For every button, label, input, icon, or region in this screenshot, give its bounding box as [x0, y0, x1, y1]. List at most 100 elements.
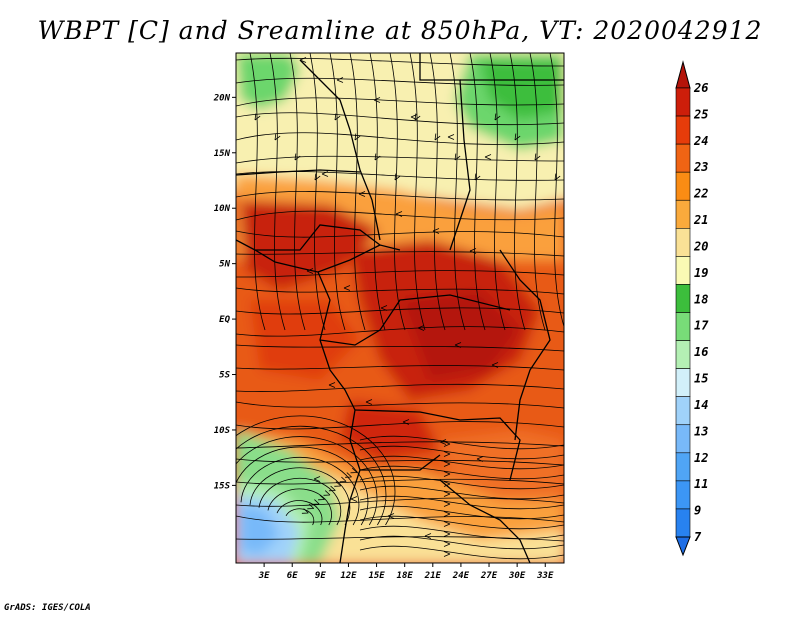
streamline-arrow	[313, 476, 321, 482]
streamline	[369, 53, 386, 331]
streamline-arrow	[474, 173, 481, 181]
streamline	[236, 365, 564, 371]
streamline-arrow	[454, 342, 462, 348]
lat-tick-label: 5N	[219, 260, 230, 270]
streamline	[359, 475, 564, 490]
streamline-arrow	[443, 501, 451, 507]
streamline	[359, 525, 564, 540]
streamline	[236, 441, 564, 449]
colorbar-segment	[675, 199, 691, 229]
streamline	[236, 57, 564, 67]
streamline-arrow	[443, 491, 451, 497]
streamline	[359, 515, 564, 530]
streamline	[359, 465, 564, 480]
colorbar-label: 11	[694, 477, 708, 491]
colorbar-segment	[675, 115, 691, 145]
streamline	[236, 171, 564, 181]
colorbar-label: 24	[693, 134, 708, 148]
colorbar-segment	[675, 171, 691, 201]
streamline-arrow	[350, 467, 358, 474]
lat-tick-label: 15N	[214, 149, 231, 159]
lat-tick-label: 15S	[214, 481, 231, 491]
colorbar-segment	[675, 284, 691, 313]
streamline	[236, 383, 564, 392]
colorbar-label: 19	[694, 266, 708, 280]
streamline	[469, 53, 486, 331]
streamline-arrow	[414, 113, 421, 121]
streamline	[359, 485, 564, 500]
map-plot-area[interactable]	[205, 40, 580, 580]
streamline-arrow	[314, 173, 321, 181]
streamline	[359, 545, 564, 560]
streamline-arrow	[476, 456, 484, 462]
streamline-arrow	[307, 503, 315, 510]
colorbar-label: 13	[694, 424, 708, 438]
lon-tick-label: 12E	[340, 571, 357, 581]
streamline	[267, 488, 332, 526]
lon-tick-label: 3E	[258, 571, 270, 581]
streamline	[236, 344, 564, 352]
streamline-arrow	[350, 496, 358, 502]
streamline	[258, 477, 342, 526]
streamline-arrow	[318, 494, 325, 501]
streamline-arrow	[469, 248, 477, 254]
streamline	[289, 53, 306, 331]
streamline	[309, 53, 326, 331]
colorbar-segment	[675, 312, 691, 341]
streamline-arrow	[443, 471, 451, 477]
colorbar-segment	[675, 143, 691, 173]
streamline-arrow	[514, 133, 521, 141]
streamline-arrow	[334, 113, 341, 121]
lat-tick-label: 10S	[214, 426, 231, 436]
streamline-arrow	[447, 134, 455, 140]
streamline	[449, 53, 466, 331]
streamline	[236, 77, 564, 86]
colorbar-segment	[675, 228, 691, 257]
colorbar-segment	[675, 396, 691, 426]
colorbar-label: 18	[694, 292, 708, 306]
grads-credit: GrADS: IGES/COLA	[4, 603, 91, 613]
lon-tick-label: 6E	[287, 571, 298, 581]
streamline	[236, 415, 396, 526]
streamline	[269, 53, 286, 331]
streamline-arrow	[374, 153, 381, 161]
streamline	[429, 53, 446, 331]
streamline-arrow	[395, 211, 403, 217]
colorbar-label: 23	[693, 160, 708, 174]
streamline	[359, 455, 564, 470]
streamline	[236, 230, 564, 238]
streamline	[359, 535, 564, 550]
colorbar-label: 15	[694, 372, 708, 386]
streamline	[236, 251, 564, 257]
streamline	[236, 436, 378, 526]
colorbar-segment	[675, 87, 691, 117]
colorbar-label: 17	[694, 319, 709, 333]
streamline-arrow	[312, 499, 320, 505]
streamline	[236, 326, 564, 337]
streamline-arrow	[274, 133, 281, 141]
colorbar-label: 16	[694, 345, 708, 359]
colorbar-label: 21	[693, 213, 708, 227]
streamline-arrow	[373, 97, 381, 103]
lat-tick-label: EQ	[219, 315, 230, 325]
streamline	[349, 53, 366, 331]
colorbar-segment	[675, 480, 691, 510]
colorbar-segment	[675, 256, 691, 285]
streamline	[236, 307, 564, 315]
colorbar-label: 12	[694, 451, 708, 465]
streamline	[236, 446, 369, 526]
lon-tick-label: 30E	[508, 571, 526, 581]
streamline	[359, 435, 564, 450]
streamline-arrow	[394, 173, 401, 181]
streamline	[389, 53, 406, 331]
streamline	[236, 112, 564, 126]
streamline	[236, 270, 564, 278]
streamline-arrow	[301, 508, 309, 514]
streamline	[489, 53, 506, 331]
streamlines	[236, 53, 564, 560]
streamline-arrow	[443, 511, 451, 517]
streamline	[236, 97, 564, 107]
streamline	[549, 53, 564, 328]
colorbar-label: 20	[693, 239, 708, 253]
streamline	[236, 515, 564, 523]
